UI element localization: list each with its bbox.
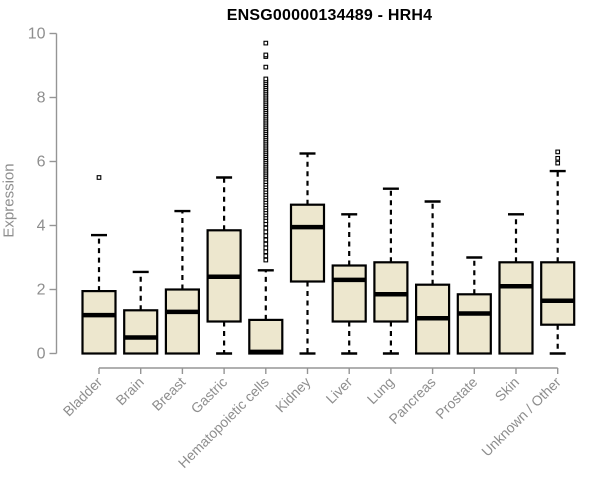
outlier-point [263,257,269,263]
outlier-point [263,253,269,259]
outlier-point [555,160,561,166]
x-tick-label: Bladder [60,374,106,420]
box [456,293,492,355]
box [164,288,200,355]
outlier-point [263,40,269,46]
box [540,261,576,326]
box-group [81,175,117,355]
box-group [123,270,159,355]
outlier-point [263,233,269,239]
x-tick-label: Unknown / Other [478,374,564,460]
x-tick-label: Breast [149,374,189,414]
box-group [289,152,326,355]
x-tick-label: Prostate [432,374,480,422]
box-group [540,149,576,355]
outlier-point [263,76,269,82]
outlier-point [555,155,561,161]
box-group [498,213,534,355]
outlier-point [263,237,269,243]
x-tick-label: Lung [364,374,397,407]
y-tick-label: 10 [28,26,46,43]
box-group [206,176,242,355]
box [373,261,409,323]
box-group [248,40,284,355]
y-axis: 0 2 4 6 8 10 [28,26,58,363]
y-tick-label: 8 [37,90,46,107]
box [81,290,117,355]
y-tick-label: 6 [37,154,46,171]
outlier-point [263,52,269,58]
box [248,318,284,355]
y-tick-label: 4 [37,218,46,235]
box-group [373,187,409,355]
box [331,264,367,323]
outlier-point [96,175,102,180]
box-group [164,209,200,355]
outlier-point [555,149,561,155]
box [123,309,159,355]
x-tick-label: Kidney [272,374,314,416]
box-group [415,200,451,355]
box-group [456,256,492,355]
box [498,261,534,355]
outlier-point [263,225,269,231]
box-group [331,213,367,355]
chart-title: ENSG00000134489 - HRH4 [226,7,433,24]
outlier-point [263,229,269,235]
outlier-point [263,64,269,70]
outlier-point [263,241,269,247]
box [289,203,326,283]
x-tick-label: Brain [112,374,146,408]
x-tick-label: Skin [492,374,523,405]
y-tick-label: 2 [37,282,46,299]
y-tick-label: 0 [37,346,46,363]
x-tick-label: Liver [323,374,356,407]
outlier-point [263,249,269,255]
outlier-point [263,245,269,251]
